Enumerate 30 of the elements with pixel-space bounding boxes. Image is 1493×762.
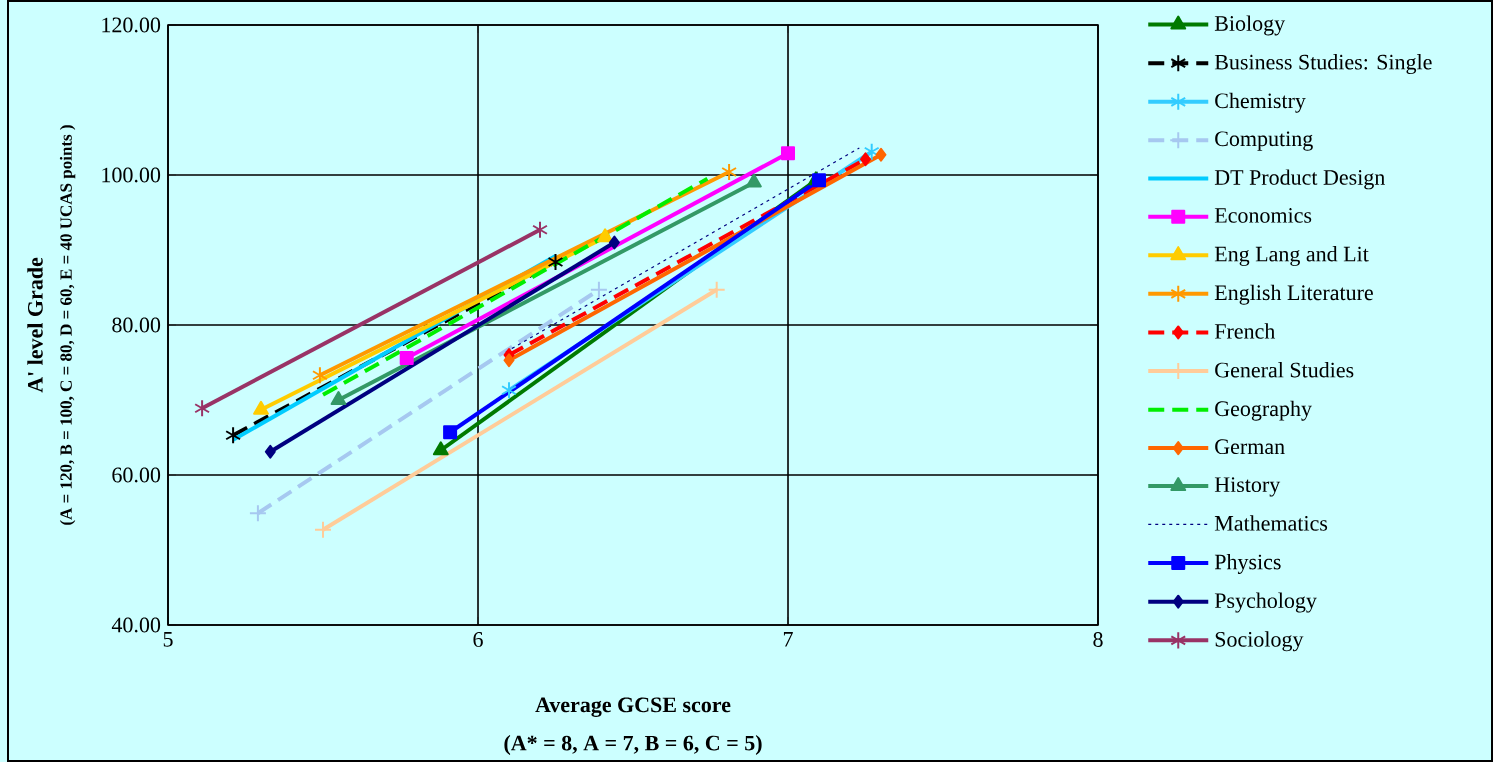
y-tick-label: 60.00 bbox=[112, 467, 161, 483]
legend-label: Eng Lang and Lit bbox=[1214, 246, 1369, 266]
legend-label: Business Studies: Single bbox=[1214, 54, 1432, 75]
legend-label: French bbox=[1214, 323, 1276, 339]
y-tick-label: 120.00 bbox=[102, 17, 161, 33]
text: (A = 120, B = 100, C = 80, D = 60, E = 40 UCAS points ) bbox=[59, 125, 76, 525]
legend-label: General Studies bbox=[1215, 362, 1354, 378]
legend-label: Psychology bbox=[1214, 592, 1317, 613]
legend-label: History bbox=[1214, 477, 1281, 497]
legend-label: DT Product Design bbox=[1214, 169, 1385, 190]
legend-label: Economics bbox=[1214, 208, 1312, 223]
y-tick-label: 40.00 bbox=[111, 617, 161, 633]
x-tick-label: 5 bbox=[163, 632, 173, 647]
legend-label: Sociology bbox=[1215, 631, 1304, 652]
legend-label: Chemistry bbox=[1215, 92, 1306, 113]
y-axis-title: A' level Grade bbox=[27, 257, 43, 393]
y-tick-label: 80.00 bbox=[112, 317, 161, 333]
x-tick-label: 8 bbox=[1093, 632, 1103, 647]
legend-label: Geography bbox=[1215, 400, 1312, 421]
x-tick-label: 7 bbox=[783, 632, 793, 647]
x-tick-label: 6 bbox=[473, 632, 483, 647]
x-axis-title: Average GCSE score bbox=[535, 697, 731, 717]
legend-label: Physics bbox=[1214, 553, 1281, 574]
legend-label: German bbox=[1215, 439, 1285, 455]
legend-label: Computing bbox=[1215, 131, 1313, 151]
legend-label: English Literature bbox=[1214, 284, 1373, 305]
y-tick-label: 100.00 bbox=[102, 167, 161, 183]
legend-label: Biology bbox=[1214, 15, 1286, 36]
text: (A* = 8, A = 7, B = 6, C = 5) bbox=[504, 735, 762, 755]
legend-label: Mathematics bbox=[1214, 515, 1328, 531]
